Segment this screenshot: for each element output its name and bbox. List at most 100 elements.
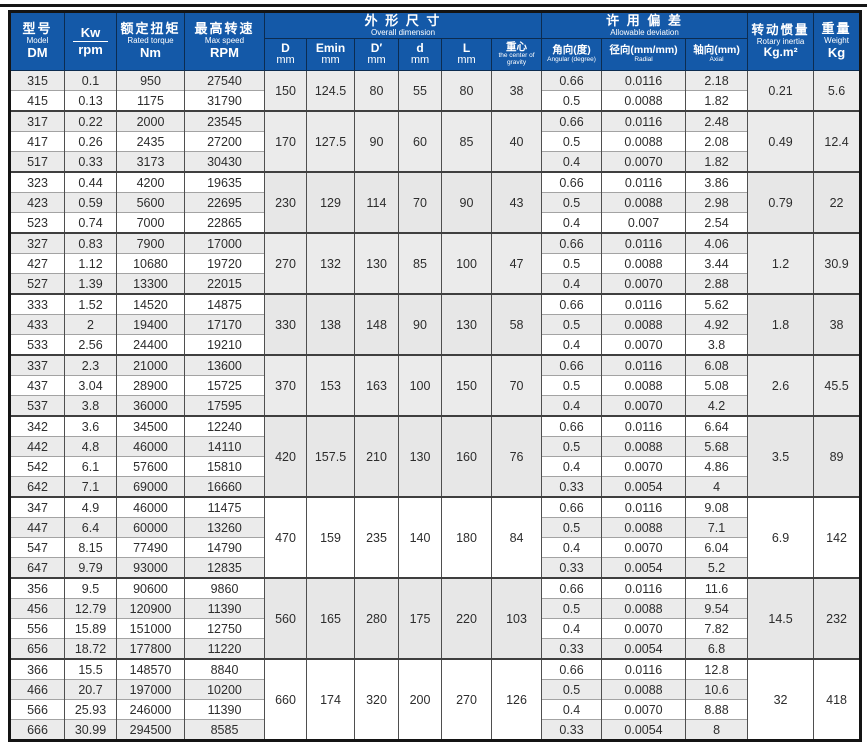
cell-axial-deviation: 1.82 bbox=[685, 151, 749, 172]
cell-dim-d: 200 bbox=[398, 658, 442, 741]
cell-model: 566 bbox=[9, 699, 65, 720]
cell-radial-deviation: 0.0054 bbox=[601, 476, 687, 497]
cell-max-speed: 12750 bbox=[184, 618, 265, 639]
cell-center-of-gravity: 84 bbox=[490, 496, 543, 578]
cell-model: 642 bbox=[9, 476, 65, 497]
cell-axial-deviation: 2.48 bbox=[685, 110, 749, 132]
cell-angular-deviation: 0.5 bbox=[541, 192, 603, 213]
cell-weight: 5.6 bbox=[813, 70, 862, 111]
cell-dim-d: 85 bbox=[398, 232, 442, 294]
cell-max-speed: 10200 bbox=[184, 679, 265, 700]
cell-rated-torque: 24400 bbox=[116, 334, 185, 355]
cell-axial-deviation: 5.68 bbox=[685, 436, 749, 457]
cell-max-speed: 11390 bbox=[184, 598, 265, 619]
cell-axial-deviation: 6.8 bbox=[685, 638, 749, 659]
cell-dim-Emin: 159 bbox=[306, 496, 355, 578]
cell-dim-Dprime: 320 bbox=[354, 658, 399, 741]
table-row: 317 0.22 2000 23545 170 127.5 90 60 85 40 0.66 0.01… bbox=[9, 110, 862, 172]
table-row: 647 9.79 93000 12835 0.33 0.0054 5.2 bbox=[9, 557, 861, 578]
cell-axial-deviation: 6.04 bbox=[685, 537, 749, 558]
cell-radial-deviation: 0.0116 bbox=[601, 496, 687, 518]
header-dev-zh: 许 用 偏 差 bbox=[606, 12, 683, 28]
cell-axial-deviation: 8 bbox=[685, 719, 749, 741]
header-dim-en: Overall dimension bbox=[371, 27, 436, 37]
cell-kw: 3.04 bbox=[64, 375, 117, 396]
cell-angular-deviation: 0.66 bbox=[541, 232, 603, 254]
cell-max-speed: 14790 bbox=[184, 537, 265, 558]
cell-radial-deviation: 0.0088 bbox=[601, 436, 687, 457]
cell-kw: 0.83 bbox=[64, 232, 117, 254]
cell-axial-deviation: 3.8 bbox=[685, 334, 749, 355]
cell-axial-deviation: 3.44 bbox=[685, 253, 749, 274]
cell-model: 356 bbox=[9, 577, 65, 599]
cell-dim-L: 85 bbox=[441, 110, 492, 172]
spec-table-body: 315 0.1 950 27540 150 124.5 80 55 80 38 0.66 0.0116… bbox=[9, 70, 862, 741]
cell-max-speed: 14110 bbox=[184, 436, 265, 457]
cell-radial-deviation: 0.0070 bbox=[601, 151, 687, 172]
cell-rotary-inertia: 14.5 bbox=[747, 577, 815, 659]
cell-rated-torque: 294500 bbox=[116, 719, 185, 741]
cell-dim-D: 230 bbox=[264, 171, 307, 233]
cell-kw: 3.8 bbox=[64, 395, 117, 416]
cell-radial-deviation: 0.0088 bbox=[601, 314, 687, 335]
cell-dim-d: 100 bbox=[398, 354, 442, 416]
header-speed-en: Max speed bbox=[204, 36, 245, 46]
cell-axial-deviation: 8.88 bbox=[685, 699, 749, 720]
header-col-radial: 径向(mm/mm) Radial bbox=[601, 38, 687, 71]
table-row: 427 1.12 10680 19720 0.5 0.0088 3.44 bbox=[9, 253, 861, 274]
cell-rated-torque: 2000 bbox=[116, 110, 185, 132]
table-row: 456 12.79 120900 11390 0.5 0.0088 9.54 bbox=[9, 598, 861, 619]
cell-kw: 4.8 bbox=[64, 436, 117, 457]
cell-rated-torque: 57600 bbox=[116, 456, 185, 477]
header-col-angular: 角向(度) Angular (degree) bbox=[541, 38, 603, 71]
cell-kw: 6.1 bbox=[64, 456, 117, 477]
cell-max-speed: 19635 bbox=[184, 171, 265, 193]
header-weight-en: Weight bbox=[824, 36, 849, 46]
cell-rated-torque: 90600 bbox=[116, 577, 185, 599]
cell-max-speed: 31790 bbox=[184, 90, 265, 111]
table-row: 542 6.1 57600 15810 0.4 0.0070 4.86 bbox=[9, 456, 861, 477]
cell-max-speed: 27200 bbox=[184, 131, 265, 152]
cell-weight: 30.9 bbox=[813, 232, 862, 294]
cell-radial-deviation: 0.0116 bbox=[601, 110, 687, 132]
table-row: 533 2.56 24400 19210 0.4 0.0070 3.8 bbox=[9, 334, 861, 355]
cell-angular-deviation: 0.4 bbox=[541, 212, 603, 233]
cell-dim-Dprime: 210 bbox=[354, 415, 399, 497]
table-row: 415 0.13 1175 31790 0.5 0.0088 1.82 bbox=[9, 90, 861, 111]
cell-angular-deviation: 0.66 bbox=[541, 171, 603, 193]
cell-dim-Dprime: 148 bbox=[354, 293, 399, 355]
cell-axial-deviation: 2.54 bbox=[685, 212, 749, 233]
cell-angular-deviation: 0.4 bbox=[541, 699, 603, 720]
cell-rated-torque: 177800 bbox=[116, 638, 185, 659]
cell-rotary-inertia: 6.9 bbox=[747, 496, 815, 578]
cell-center-of-gravity: 126 bbox=[490, 658, 543, 741]
cell-max-speed: 19210 bbox=[184, 334, 265, 355]
header-col-Dprime: D′ mm bbox=[354, 38, 399, 71]
cell-model: 656 bbox=[9, 638, 65, 659]
cell-max-speed: 11475 bbox=[184, 496, 265, 518]
table-row: 642 7.1 69000 16660 0.33 0.0054 4 bbox=[9, 476, 861, 497]
cell-kw: 15.5 bbox=[64, 658, 117, 680]
cell-rotary-inertia: 32 bbox=[747, 658, 815, 741]
cell-max-speed: 27540 bbox=[184, 70, 265, 91]
cell-dim-D: 660 bbox=[264, 658, 307, 741]
header-model-zh: 型号 bbox=[22, 21, 53, 37]
header-dev-en: Allowable deviation bbox=[610, 27, 679, 37]
cell-dim-L: 90 bbox=[441, 171, 492, 233]
cell-angular-deviation: 0.5 bbox=[541, 253, 603, 274]
cell-weight: 418 bbox=[813, 658, 862, 741]
cell-radial-deviation: 0.0088 bbox=[601, 131, 687, 152]
cell-rated-torque: 46000 bbox=[116, 436, 185, 457]
cell-dim-L: 180 bbox=[441, 496, 492, 578]
cell-rotary-inertia: 1.2 bbox=[747, 232, 815, 294]
cell-dim-L: 220 bbox=[441, 577, 492, 659]
header-speed-zh: 最高转速 bbox=[194, 21, 255, 37]
cell-radial-deviation: 0.007 bbox=[601, 212, 687, 233]
cell-kw: 1.52 bbox=[64, 293, 117, 315]
cell-axial-deviation: 2.18 bbox=[685, 70, 749, 91]
header-kw: Kw bbox=[72, 25, 109, 43]
header-col-L: L mm bbox=[441, 38, 492, 71]
cell-axial-deviation: 4.92 bbox=[685, 314, 749, 335]
cell-kw: 25.93 bbox=[64, 699, 117, 720]
header-inertia-unit: Kg.m² bbox=[763, 44, 798, 59]
